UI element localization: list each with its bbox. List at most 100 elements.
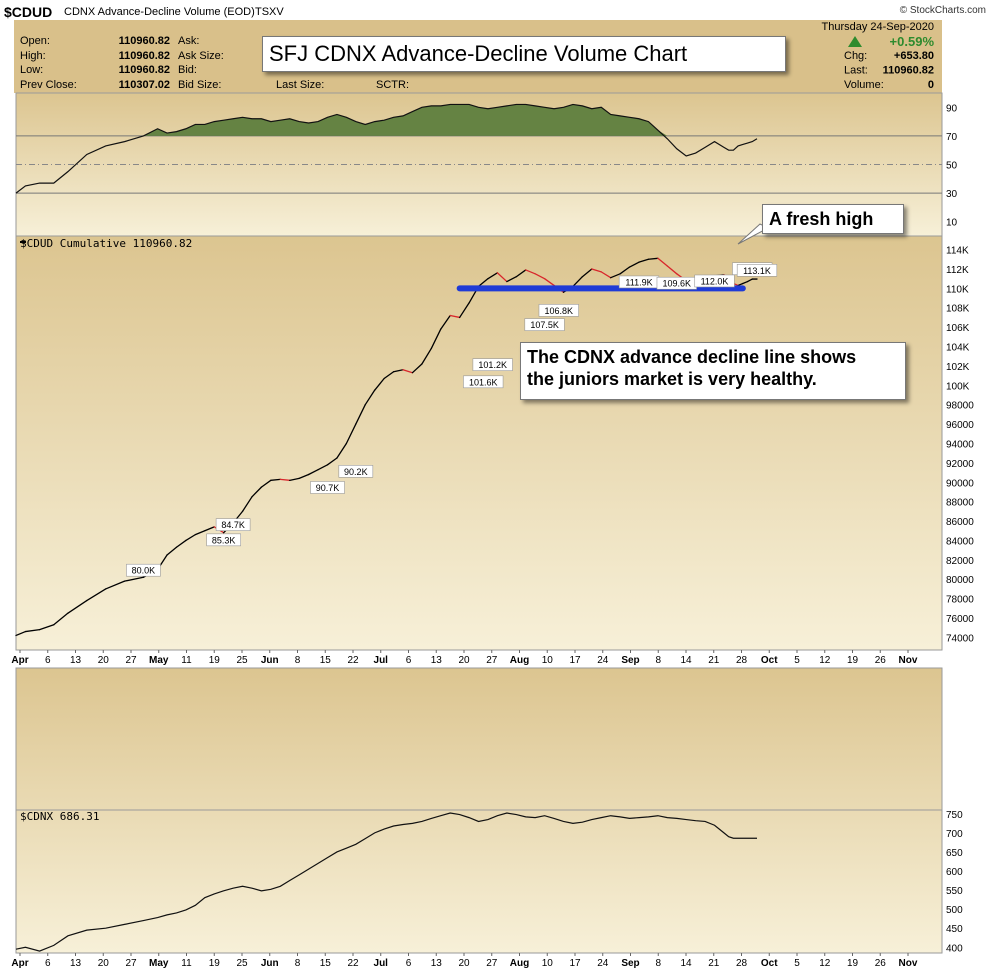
x-tick-label: Apr bbox=[11, 958, 28, 969]
indicator-y-tick-label: 10 bbox=[946, 218, 958, 229]
x-tick-label: 27 bbox=[125, 655, 137, 666]
x-tick-label: 20 bbox=[98, 655, 110, 666]
x-tick-label: 10 bbox=[542, 655, 554, 666]
quote-value: 110960.82 bbox=[119, 50, 170, 62]
lower-y-tick-label: 600 bbox=[946, 867, 963, 878]
main-y-tick-label: 106K bbox=[946, 323, 970, 334]
main-line-segment bbox=[600, 271, 612, 279]
comment-line-1: The CDNX advance decline line shows bbox=[527, 347, 857, 367]
main-y-tick-label: 100K bbox=[946, 381, 970, 392]
x-tick-label: 27 bbox=[125, 958, 137, 969]
x-tick-label: 28 bbox=[736, 655, 748, 666]
main-line-segment bbox=[515, 269, 527, 278]
x-tick-label: 20 bbox=[98, 958, 110, 969]
title-callout-text: SFJ CDNX Advance-Decline Volume Chart bbox=[269, 41, 688, 66]
x-tick-label: May bbox=[149, 958, 169, 969]
lower-y-tick-label: 550 bbox=[946, 886, 963, 897]
quote-label: Last Size: bbox=[276, 79, 324, 91]
fresh-high-callout: A fresh high bbox=[762, 204, 904, 234]
x-tick-label: May bbox=[149, 655, 169, 666]
main-legend: $CDUD Cumulative 110960.82 bbox=[20, 237, 192, 250]
indicator-y-tick-label: 70 bbox=[946, 132, 958, 143]
lower-line bbox=[15, 812, 757, 952]
x-tick-label: 21 bbox=[708, 655, 720, 666]
quote-label: Chg: bbox=[844, 50, 867, 62]
quote-change-pct: +0.59% bbox=[890, 34, 935, 49]
main-line-segment bbox=[746, 278, 753, 283]
main-line-segment bbox=[411, 363, 423, 374]
main-y-tick-label: 74000 bbox=[946, 633, 974, 644]
main-line-segment bbox=[204, 526, 215, 532]
main-line-segment bbox=[260, 479, 272, 488]
x-tick-label: 13 bbox=[431, 655, 443, 666]
x-tick-label: 6 bbox=[406, 655, 412, 666]
main-y-tick-label: 110K bbox=[946, 284, 969, 295]
x-tick-label: Jul bbox=[374, 958, 389, 969]
main-line-segment bbox=[298, 473, 310, 480]
main-y-tick-label: 92000 bbox=[946, 459, 974, 470]
main-line-segment bbox=[326, 457, 338, 466]
main-line-segment bbox=[647, 257, 659, 260]
main-line-segment bbox=[86, 588, 107, 602]
x-tick-label: 5 bbox=[794, 958, 800, 969]
main-line-segment bbox=[421, 347, 432, 365]
quote-date: Thursday 24-Sep-2020 bbox=[821, 21, 934, 33]
main-y-tick-label: 108K bbox=[946, 304, 970, 315]
main-y-tick-label: 104K bbox=[946, 343, 970, 354]
x-tick-label: Sep bbox=[621, 958, 639, 969]
main-line-segment bbox=[289, 477, 300, 481]
x-tick-label: 13 bbox=[431, 958, 443, 969]
main-y-tick-label: 90000 bbox=[946, 478, 974, 489]
main-y-tick-label: 76000 bbox=[946, 614, 974, 625]
main-y-tick-label: 102K bbox=[946, 362, 970, 373]
point-label: 90.2K bbox=[344, 467, 368, 477]
main-line-segment bbox=[185, 533, 197, 542]
main-line-segment bbox=[317, 464, 329, 471]
x-tick-label: Oct bbox=[761, 655, 778, 666]
x-tick-label: 22 bbox=[347, 655, 359, 666]
main-line-segment bbox=[638, 258, 650, 263]
main-y-tick-label: 96000 bbox=[946, 420, 974, 431]
main-y-tick-label: 114K bbox=[946, 246, 969, 257]
x-tick-label: 15 bbox=[320, 958, 332, 969]
x-tick-label: Nov bbox=[899, 655, 918, 666]
point-label-box bbox=[215, 518, 251, 531]
main-line-segment bbox=[610, 273, 621, 279]
x-tick-label: 24 bbox=[597, 958, 609, 969]
main-line-segment bbox=[657, 257, 668, 267]
main-y-tick-label: 88000 bbox=[946, 498, 974, 509]
main-line-segment bbox=[241, 496, 253, 513]
chart-name: CDNX Advance-Decline Volume (EOD) bbox=[64, 6, 255, 18]
main-line-segment bbox=[383, 371, 395, 380]
x-tick-label: 8 bbox=[655, 958, 661, 969]
quote-label: Prev Close: bbox=[20, 79, 77, 91]
main-line-segment bbox=[402, 369, 414, 374]
quote-value: +653.80 bbox=[894, 50, 934, 62]
panel-main bbox=[15, 235, 943, 651]
x-tick-label: 11 bbox=[181, 958, 192, 969]
lower-legend: $CDNX 686.31 bbox=[20, 810, 99, 823]
main-line-segment bbox=[251, 486, 263, 498]
x-tick-label: Sep bbox=[621, 655, 639, 666]
x-tick-label: Jun bbox=[261, 958, 279, 969]
x-tick-label: 8 bbox=[295, 655, 301, 666]
main-line-segment bbox=[15, 630, 27, 637]
point-label: 107.5K bbox=[530, 320, 559, 330]
x-tick-label: 26 bbox=[875, 958, 887, 969]
main-line-segment bbox=[459, 302, 470, 319]
main-line-segment bbox=[355, 404, 366, 425]
main-line-segment bbox=[67, 599, 88, 614]
indicator-fill-area bbox=[16, 104, 757, 136]
x-tick-label: 19 bbox=[847, 958, 859, 969]
lower-y-tick-label: 700 bbox=[946, 829, 963, 840]
point-label-box bbox=[694, 274, 735, 288]
x-tick-label: 8 bbox=[295, 958, 301, 969]
indicator-y-tick-label: 30 bbox=[946, 189, 958, 200]
main-line-segment bbox=[543, 278, 555, 287]
chart-symbol: $CDUD bbox=[4, 4, 52, 20]
point-label: 90.7K bbox=[316, 483, 340, 493]
point-label: 113.1K bbox=[743, 266, 771, 276]
x-tick-label: 26 bbox=[875, 655, 887, 666]
main-line-segment bbox=[430, 328, 442, 350]
point-label: 106.8K bbox=[545, 306, 574, 316]
